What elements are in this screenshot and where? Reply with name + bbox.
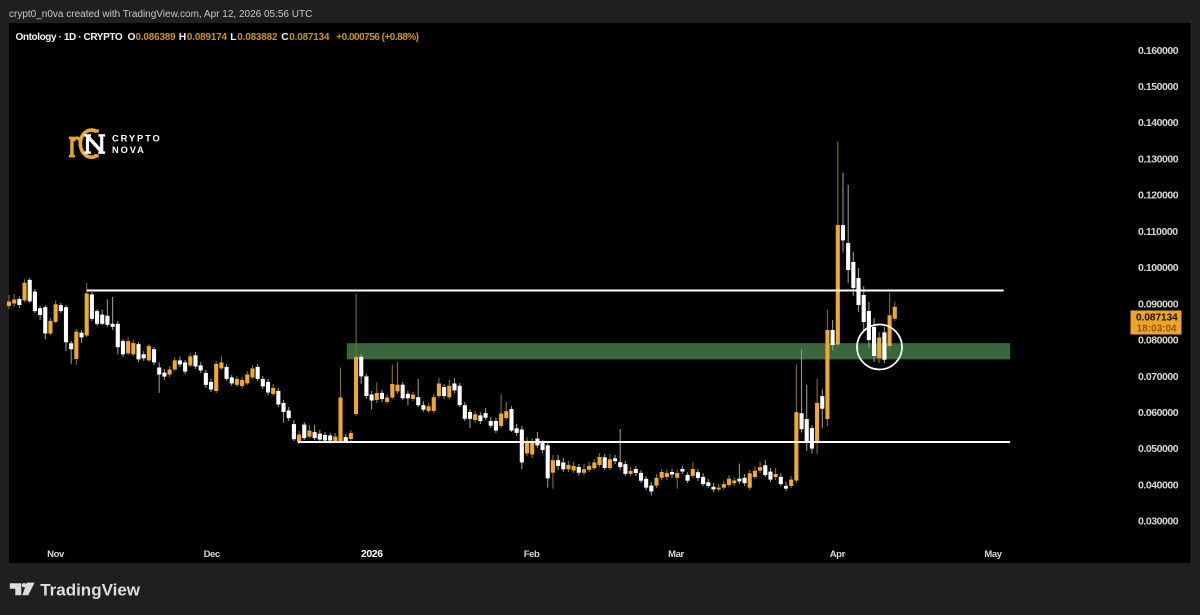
svg-text:0.050000: 0.050000 — [1138, 443, 1179, 455]
svg-text:0.086389: 0.086389 — [136, 32, 177, 43]
svg-text:Ontology · 1D · CRYPTO: Ontology · 1D · CRYPTO — [16, 32, 123, 43]
svg-text:0.090000: 0.090000 — [1138, 298, 1179, 310]
svg-text:C: C — [281, 32, 289, 43]
svg-text:0.140000: 0.140000 — [1138, 117, 1179, 129]
svg-text:0.089174: 0.089174 — [187, 32, 228, 43]
svg-text:0.030000: 0.030000 — [1138, 516, 1179, 528]
svg-text:H: H — [179, 32, 186, 43]
svg-text:0.120000: 0.120000 — [1138, 190, 1179, 202]
svg-text:+0.000756 (+0.88%): +0.000756 (+0.88%) — [336, 32, 418, 43]
svg-text:Feb: Feb — [524, 549, 540, 560]
svg-text:0.130000: 0.130000 — [1138, 154, 1179, 166]
svg-text:18:03:04: 18:03:04 — [1137, 324, 1177, 335]
svg-text:Nov: Nov — [47, 549, 65, 560]
svg-text:NOVA: NOVA — [112, 145, 146, 155]
svg-text:0.100000: 0.100000 — [1138, 262, 1179, 274]
svg-text:crypt0_n0va created with Tradi: crypt0_n0va created with TradingView.com… — [9, 9, 312, 20]
svg-text:0.040000: 0.040000 — [1138, 479, 1179, 491]
svg-text:0.160000: 0.160000 — [1138, 45, 1179, 57]
svg-text:0.150000: 0.150000 — [1138, 81, 1179, 93]
svg-text:May: May — [984, 549, 1002, 560]
svg-text:2026: 2026 — [361, 548, 383, 560]
svg-text:Mar: Mar — [668, 549, 684, 560]
svg-text:0.087134: 0.087134 — [289, 32, 330, 43]
svg-text:0.087134: 0.087134 — [1136, 313, 1178, 324]
svg-text:L: L — [230, 32, 236, 43]
svg-text:0.070000: 0.070000 — [1138, 371, 1179, 383]
svg-text:0.083882: 0.083882 — [237, 32, 278, 43]
svg-text:O: O — [128, 32, 136, 43]
svg-text:0.080000: 0.080000 — [1138, 335, 1179, 347]
svg-text:TradingView: TradingView — [40, 580, 141, 599]
svg-text:0.060000: 0.060000 — [1138, 407, 1179, 419]
svg-text:0.110000: 0.110000 — [1138, 226, 1178, 238]
svg-text:CRYPTO: CRYPTO — [112, 134, 162, 144]
svg-text:Apr: Apr — [830, 549, 846, 560]
svg-text:Dec: Dec — [204, 549, 220, 560]
